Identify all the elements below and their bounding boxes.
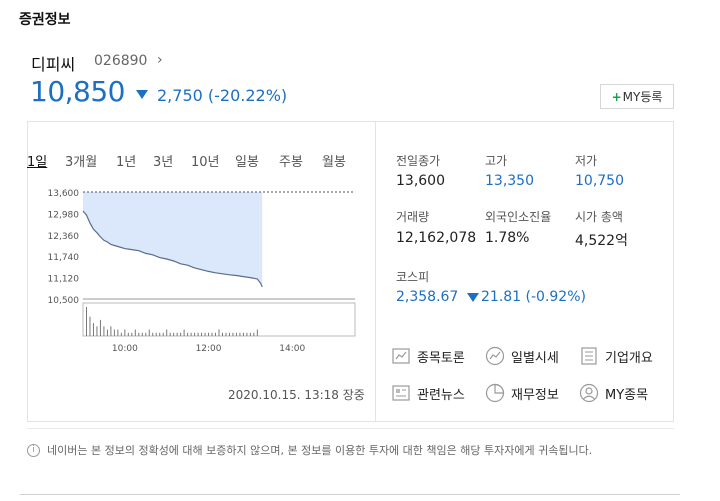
stat-value: 10,750	[575, 173, 624, 189]
link-label: MY종목	[605, 387, 649, 403]
disclaimer: i 네이버는 본 정보의 정확성에 대해 보증하지 않으며, 본 정보를 이용한…	[27, 442, 592, 458]
link-discussion[interactable]: 종목토론	[391, 346, 465, 366]
tab-3month[interactable]: 3개월	[65, 155, 98, 170]
tab-10year[interactable]: 10년	[191, 155, 220, 170]
stat-label: 시가 총액	[575, 210, 623, 224]
stat-label: 저가	[575, 154, 598, 168]
tab-monthly[interactable]: 월봉	[322, 155, 346, 170]
y-tick-label: 12,980	[48, 210, 80, 220]
tab-1day[interactable]: 1일	[27, 155, 48, 170]
my-register-button[interactable]: + MY등록	[600, 84, 674, 109]
stat-label: 고가	[485, 154, 508, 168]
x-tick-label: 10:00	[112, 344, 138, 354]
link-financial-info[interactable]: 재무정보	[485, 383, 559, 403]
index-value: 2,358.67	[396, 289, 459, 305]
y-tick-label: 13,600	[48, 189, 80, 199]
link-label: 종목토론	[417, 350, 465, 366]
index-change: 21.81 (-0.92%)	[481, 289, 586, 305]
y-tick-label: 10,500	[48, 296, 80, 306]
panel-divider	[375, 121, 376, 422]
trend-icon	[485, 346, 505, 366]
my-register-label: MY등록	[622, 90, 663, 104]
chevron-right-icon[interactable]: ›	[157, 52, 163, 68]
stat-value: 13,350	[485, 173, 534, 189]
price-line	[82, 210, 263, 288]
tab-1year[interactable]: 1년	[116, 155, 137, 170]
link-company-overview[interactable]: 기업개요	[579, 346, 653, 366]
intraday-chart: 13,600 12,980 12,360 11,740 11,120 10,500 10:0…	[48, 189, 356, 354]
link-related-news[interactable]: 관련뉴스	[391, 383, 465, 403]
y-tick-label: 11,120	[48, 275, 80, 285]
info-icon: i	[27, 443, 40, 457]
stat-label: 전일종가	[396, 154, 441, 168]
chart-board-icon	[392, 348, 410, 364]
link-label: 기업개요	[605, 350, 653, 366]
stock-name[interactable]: 디피씨	[31, 55, 76, 74]
stat-value: 13,600	[396, 173, 445, 189]
y-tick-label: 11,740	[48, 253, 80, 263]
tab-daily[interactable]: 일봉	[235, 155, 259, 170]
x-tick-label: 14:00	[279, 344, 305, 354]
tab-3year[interactable]: 3년	[153, 155, 174, 170]
current-price: 10,850	[30, 75, 125, 108]
document-icon	[581, 347, 597, 365]
stat-label: 외국인소진율	[485, 210, 552, 224]
divider	[27, 428, 674, 429]
link-daily-price[interactable]: 일별시세	[485, 346, 559, 366]
plus-icon: +	[611, 89, 622, 104]
x-tick-label: 12:00	[196, 344, 222, 354]
price-change: 2,750 (-20.22%)	[157, 86, 288, 105]
y-tick-label: 12,360	[48, 232, 80, 242]
stat-label: 거래량	[396, 210, 430, 224]
index-label: 코스피	[396, 270, 430, 284]
link-label: 일별시세	[511, 350, 559, 366]
user-icon	[579, 383, 599, 403]
disclaimer-text: 네이버는 본 정보의 정확성에 대해 보증하지 않으며, 본 정보를 이용한 투…	[47, 444, 593, 457]
stock-info-panel	[27, 121, 674, 422]
tab-weekly[interactable]: 주봉	[279, 155, 303, 170]
chart-area-fill	[83, 192, 263, 287]
stat-value: 1.78%	[485, 230, 530, 246]
down-arrow-icon	[136, 90, 148, 99]
timestamp: 2020.10.15. 13:18 장중	[228, 388, 365, 402]
bottom-divider	[20, 494, 680, 495]
stat-value: 12,162,078	[396, 230, 477, 246]
stat-value: 4,522억	[575, 233, 628, 249]
pie-icon	[485, 383, 505, 403]
link-my-stocks[interactable]: MY종목	[579, 383, 648, 403]
link-label: 관련뉴스	[417, 387, 465, 403]
down-arrow-icon	[467, 293, 479, 302]
stock-code[interactable]: 026890	[94, 53, 148, 69]
link-label: 재무정보	[511, 387, 559, 403]
news-icon	[392, 385, 410, 401]
section-title: 증권정보	[19, 12, 71, 28]
